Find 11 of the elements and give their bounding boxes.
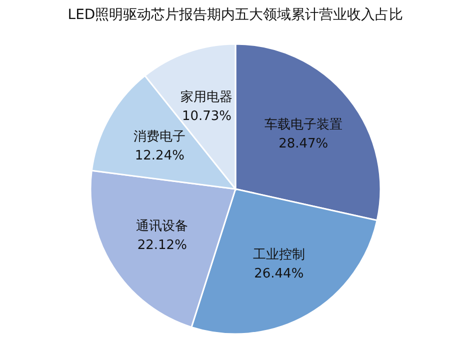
chart-title: LED照明驱动芯片报告期内五大领域累计营业收入占比 bbox=[68, 7, 404, 23]
slice-label: 消费电子 bbox=[134, 129, 186, 144]
data-label: 28.47% bbox=[278, 136, 328, 152]
slice-label: 工业控制 bbox=[252, 247, 305, 262]
slice-label: 通讯设备 bbox=[136, 218, 188, 234]
data-label: 22.12% bbox=[137, 238, 187, 253]
slice-label: 家用电器 bbox=[180, 88, 233, 105]
data-label: 12.24% bbox=[134, 148, 184, 164]
data-label: 26.44% bbox=[254, 266, 304, 282]
data-label: 10.73% bbox=[182, 108, 232, 124]
slice-label: 车载电子装置 bbox=[264, 118, 342, 133]
